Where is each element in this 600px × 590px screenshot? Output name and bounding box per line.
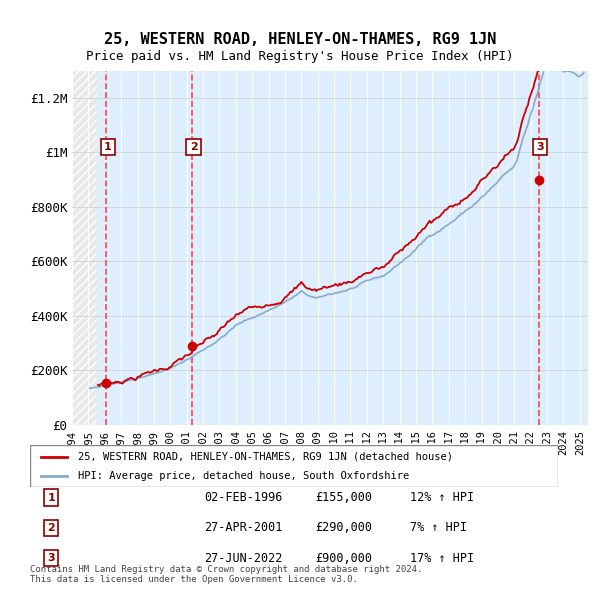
Text: 27-JUN-2022: 27-JUN-2022	[204, 552, 283, 565]
Text: Contains HM Land Registry data © Crown copyright and database right 2024.
This d: Contains HM Land Registry data © Crown c…	[30, 565, 422, 584]
Text: HPI: Average price, detached house, South Oxfordshire: HPI: Average price, detached house, Sout…	[77, 471, 409, 481]
Text: 27-APR-2001: 27-APR-2001	[204, 522, 283, 535]
FancyBboxPatch shape	[30, 445, 558, 487]
Text: 3: 3	[47, 553, 55, 563]
Text: 2: 2	[190, 142, 197, 152]
Text: 25, WESTERN ROAD, HENLEY-ON-THAMES, RG9 1JN: 25, WESTERN ROAD, HENLEY-ON-THAMES, RG9 …	[104, 32, 496, 47]
Text: £900,000: £900,000	[315, 552, 372, 565]
Text: 02-FEB-1996: 02-FEB-1996	[204, 491, 283, 504]
Text: 17% ↑ HPI: 17% ↑ HPI	[410, 552, 474, 565]
Text: £290,000: £290,000	[315, 522, 372, 535]
Text: 1: 1	[104, 142, 112, 152]
Text: 7% ↑ HPI: 7% ↑ HPI	[410, 522, 467, 535]
Text: £155,000: £155,000	[315, 491, 372, 504]
Text: 25, WESTERN ROAD, HENLEY-ON-THAMES, RG9 1JN (detached house): 25, WESTERN ROAD, HENLEY-ON-THAMES, RG9 …	[77, 451, 452, 461]
Text: 12% ↑ HPI: 12% ↑ HPI	[410, 491, 474, 504]
Text: 2: 2	[47, 523, 55, 533]
Text: Price paid vs. HM Land Registry's House Price Index (HPI): Price paid vs. HM Land Registry's House …	[86, 50, 514, 63]
Text: 1: 1	[47, 493, 55, 503]
Text: 3: 3	[536, 142, 544, 152]
